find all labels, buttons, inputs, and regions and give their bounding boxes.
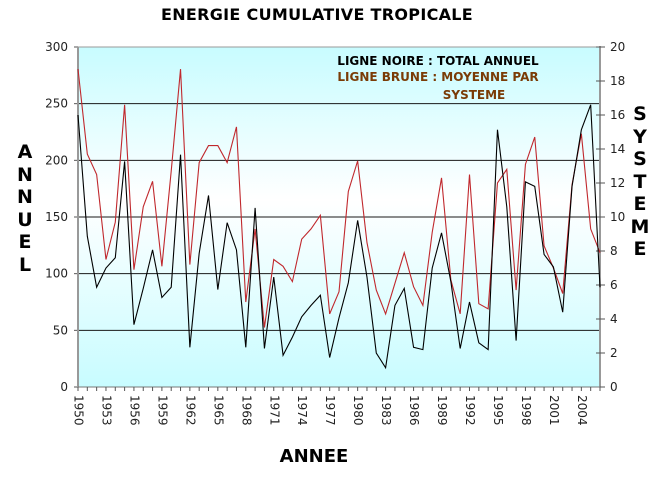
x-tick-label: 1998 (519, 395, 533, 426)
axis-title-letter: Y (633, 125, 647, 148)
x-tick-label: 1986 (407, 395, 421, 426)
legend: LIGNE NOIRE : TOTAL ANNUEL LIGNE BRUNE :… (337, 54, 539, 102)
axis-title-letter: L (18, 253, 32, 276)
y-left-tick-label: 250 (45, 97, 68, 111)
x-tick-label: 1992 (463, 395, 477, 426)
axis-title-letter: S (633, 148, 647, 170)
x-tick-label: 1953 (99, 395, 113, 426)
legend-brown-line-label-cont: SYSTEME (443, 88, 506, 102)
y-right-tick-label: 12 (610, 176, 625, 190)
axis-title-letter: A (17, 141, 33, 163)
y-left-tick-label: 50 (53, 323, 68, 337)
y-left-tick-label: 300 (45, 40, 68, 54)
x-tick-label: 1956 (127, 395, 141, 426)
y-left-tick-label: 100 (45, 267, 68, 281)
x-tick-label: 1989 (435, 395, 449, 426)
x-tick-label: 1977 (323, 395, 337, 426)
series-total-annuel (77, 104, 601, 370)
x-tick-label: 1995 (491, 395, 505, 426)
x-tick-label: 2001 (547, 395, 561, 426)
x-tick-label: 1980 (351, 395, 365, 426)
y-left-tick-label: 0 (60, 380, 68, 394)
x-tick-label: 1968 (239, 395, 253, 426)
axis-title-letter: U (17, 208, 33, 231)
y-left-tick-label: 200 (45, 153, 68, 167)
axis-title-letter: E (18, 231, 32, 253)
legend-black-line-label: LIGNE NOIRE : TOTAL ANNUEL (337, 54, 539, 68)
y-right-tick-label: 0 (610, 380, 618, 394)
legend-brown-line-label: LIGNE BRUNE : MOYENNE PAR (337, 70, 538, 84)
y-right-tick-label: 10 (610, 210, 625, 224)
y-right-tick-label: 4 (610, 312, 618, 326)
axis-title-letter: N (17, 186, 33, 208)
y-right-tick-label: 16 (610, 108, 625, 122)
x-tick-label: 1959 (155, 395, 169, 426)
axis-title-letter: T (633, 170, 647, 193)
y-right-tick-label: 20 (610, 40, 625, 54)
axes: 0 50 100 150 200 250 300 0 2 4 6 8 10 12 14 16 18 20 1950 1… (45, 40, 625, 426)
y-right-tick-label: 14 (610, 142, 625, 156)
y-right-tick-label: 2 (610, 346, 618, 360)
y-right-tick-label: 18 (610, 74, 625, 88)
x-tick-label: 1971 (267, 395, 281, 426)
axis-title-letter: E (633, 193, 647, 215)
series-line (77, 104, 601, 370)
series-layer (77, 69, 601, 370)
x-tick-label: 2004 (575, 395, 589, 426)
axis-title-letter: M (630, 215, 650, 238)
axis-title-letter: S (633, 103, 647, 125)
x-tick-label: 1950 (72, 395, 86, 426)
series-moyenne-par-systeme (77, 69, 601, 328)
axis-title-letter: N (17, 163, 33, 186)
chart-title: ENERGIE CUMULATIVE TROPICALE (160, 5, 474, 24)
x-axis-label: ANNEE (279, 446, 349, 467)
x-tick-label: 1974 (295, 395, 309, 426)
gridlines (78, 103, 600, 331)
y-left-tick-label: 150 (45, 210, 68, 224)
x-tick-label: 1962 (183, 395, 197, 426)
y-right-tick-label: 6 (610, 278, 618, 292)
x-tick-label: 1983 (379, 395, 393, 426)
axis-title-letter: E (633, 238, 647, 260)
series-line (77, 69, 601, 328)
x-tick-label: 1965 (211, 395, 225, 426)
y-right-tick-label: 8 (610, 244, 618, 258)
